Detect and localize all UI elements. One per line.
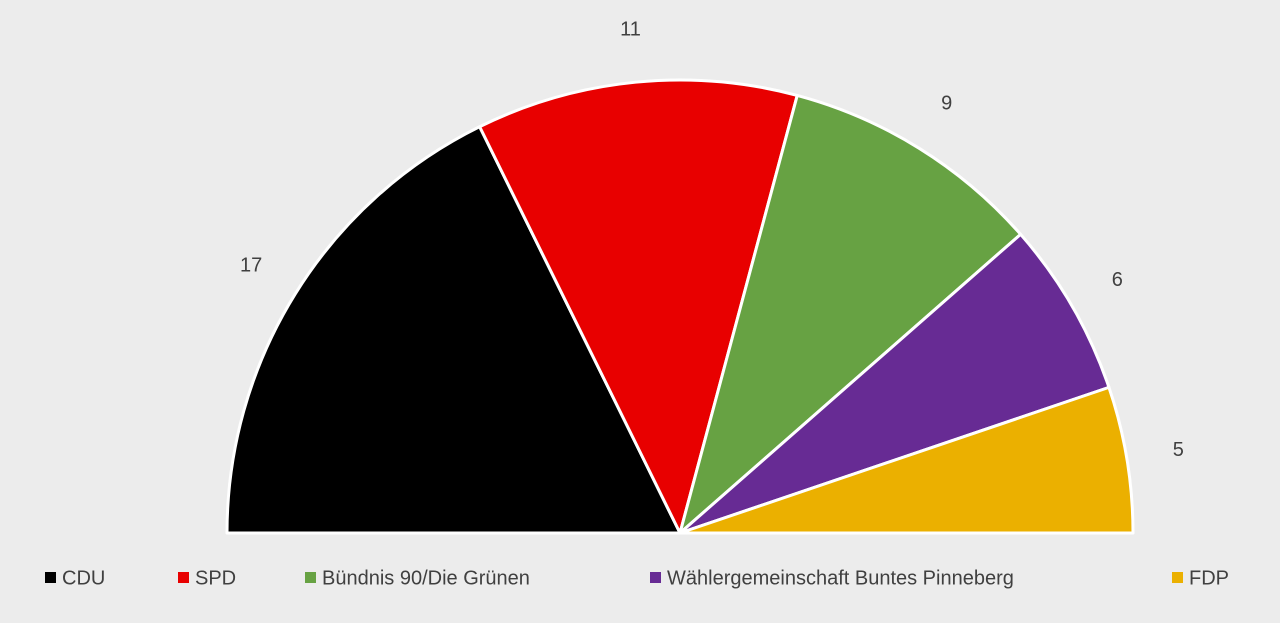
slice	[678, 385, 1135, 535]
legend-label: Bündnis 90/Die Grünen	[322, 567, 530, 589]
data-label: 9	[941, 92, 952, 114]
slice	[678, 93, 1023, 535]
slice	[478, 78, 799, 535]
legend-label: FDP	[1189, 567, 1229, 589]
legend-label: SPD	[195, 567, 236, 589]
legend-swatch	[650, 572, 661, 583]
data-label: 11	[620, 19, 641, 41]
legend-label: CDU	[62, 567, 105, 589]
legend-swatch	[45, 572, 56, 583]
legend-label: Wählergemeinschaft Buntes Pinneberg	[667, 567, 1014, 589]
legend-swatch	[178, 572, 189, 583]
data-label: 17	[240, 255, 262, 277]
legend-swatch	[1172, 572, 1183, 583]
slice	[225, 125, 682, 535]
data-label: 5	[1173, 439, 1184, 461]
data-label: 6	[1112, 269, 1123, 291]
slice	[678, 232, 1111, 535]
legend-swatch	[305, 572, 316, 583]
